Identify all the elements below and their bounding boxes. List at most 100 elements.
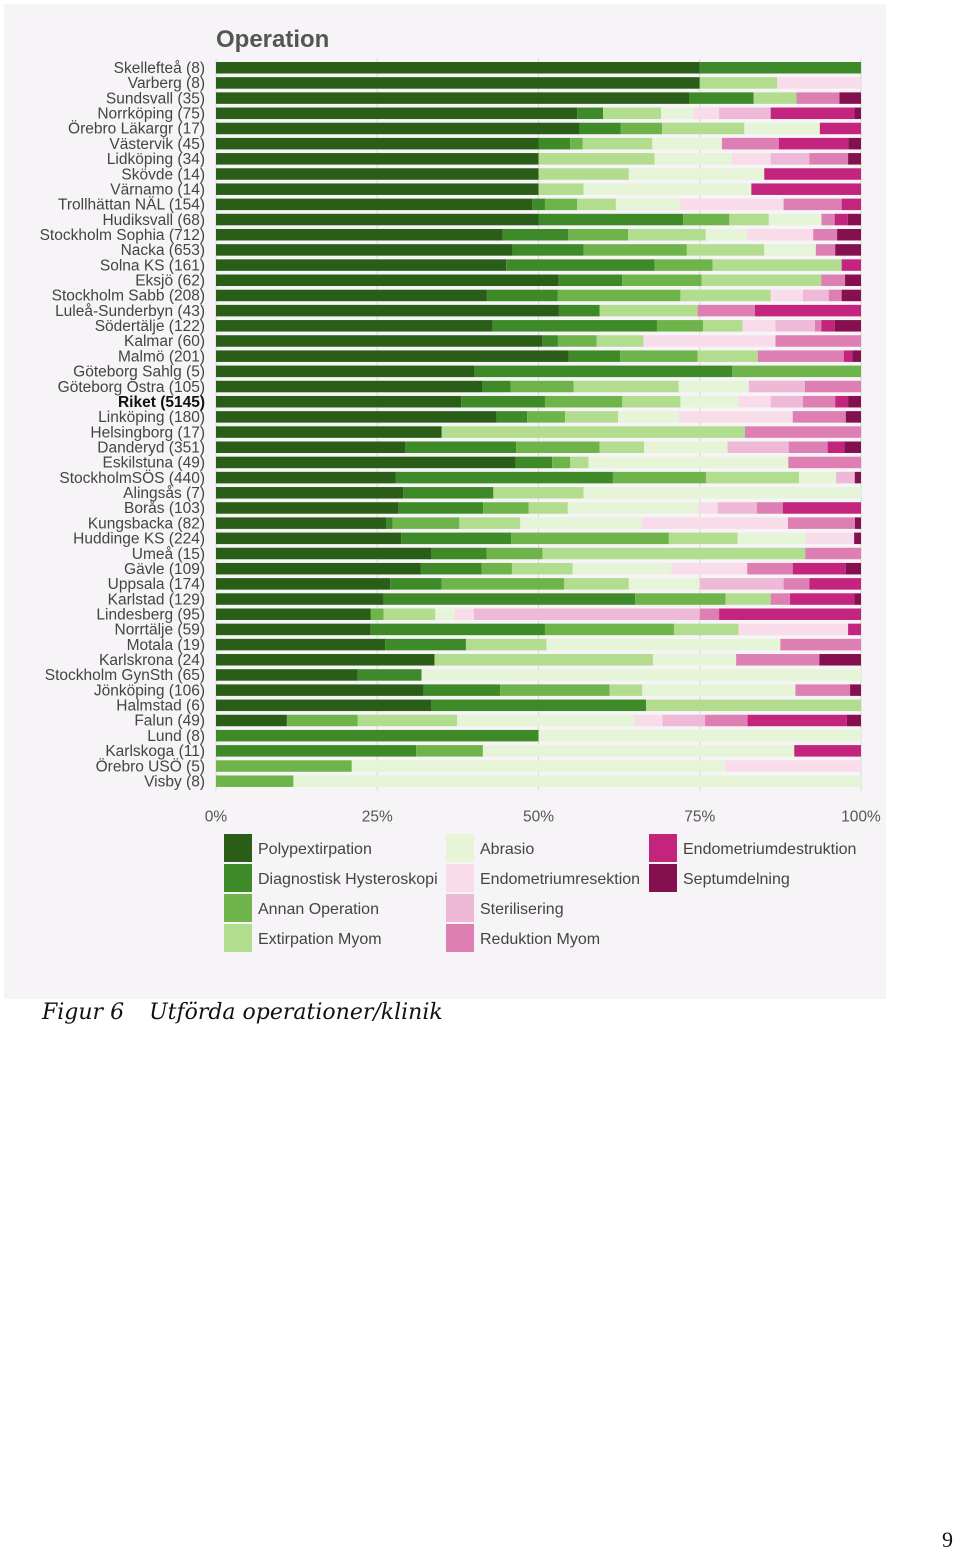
bar-segment bbox=[293, 775, 861, 787]
bar-segment bbox=[416, 745, 483, 757]
bar-segment bbox=[474, 608, 700, 620]
bar-segment bbox=[557, 289, 681, 302]
bar-segment bbox=[370, 608, 384, 620]
bar-segment bbox=[216, 335, 543, 347]
bar-segment bbox=[814, 320, 822, 332]
bar-segment bbox=[662, 122, 745, 135]
bar-segment bbox=[699, 62, 861, 74]
page-number: 9 bbox=[942, 1527, 953, 1552]
bar-segment bbox=[848, 137, 861, 150]
bar-segment bbox=[841, 259, 861, 271]
bar-segment bbox=[654, 153, 732, 165]
bar-segment bbox=[729, 213, 769, 226]
figure-caption: Figur 6 Utförda operationer/klinik bbox=[42, 1000, 443, 1025]
bar-segment bbox=[599, 441, 645, 453]
legend-label: Diagnostisk Hysteroskopi bbox=[258, 871, 438, 888]
caption-text: Utförda operationer/klinik bbox=[149, 1000, 443, 1025]
bar-segment bbox=[848, 623, 861, 636]
bar-segment bbox=[216, 487, 404, 499]
bar-segment bbox=[680, 198, 784, 211]
bar-segment bbox=[809, 153, 849, 165]
bar-segment bbox=[854, 471, 861, 484]
bar-segment bbox=[577, 198, 616, 211]
legend-label: Extirpation Myom bbox=[258, 931, 382, 948]
category-label: Halmstad (6) bbox=[116, 698, 205, 715]
bar-segment bbox=[802, 289, 829, 302]
bar-segment bbox=[622, 395, 681, 408]
bar-segment bbox=[790, 593, 855, 605]
category-label: Örebro USÖ (5) bbox=[96, 757, 205, 775]
bar-segment bbox=[216, 502, 399, 514]
bar-segment bbox=[787, 517, 855, 529]
bar-segment bbox=[570, 137, 583, 150]
category-label: Malmö (201) bbox=[118, 348, 205, 365]
bar-segment bbox=[854, 532, 861, 545]
category-label: Helsingborg (17) bbox=[90, 424, 205, 441]
bar-segment bbox=[441, 578, 565, 590]
bar-segment bbox=[216, 471, 396, 484]
bar-segment bbox=[819, 654, 861, 666]
bar-segment bbox=[644, 441, 728, 453]
bar-segment bbox=[216, 623, 371, 636]
bar-segment bbox=[216, 304, 559, 317]
bar-segment bbox=[588, 456, 789, 469]
bar-segment bbox=[538, 153, 655, 165]
legend-swatch bbox=[446, 894, 474, 922]
bar-segment bbox=[780, 638, 862, 651]
bar-segment bbox=[635, 593, 726, 605]
legend-swatch bbox=[446, 834, 474, 862]
bar-segment bbox=[565, 411, 619, 423]
bar-segment bbox=[848, 395, 861, 408]
category-label: Norrtälje (59) bbox=[115, 622, 205, 639]
bar-segment bbox=[725, 760, 861, 772]
bar-segment bbox=[405, 441, 517, 453]
bar-segment bbox=[573, 380, 679, 393]
bar-segment bbox=[646, 699, 861, 712]
stacked-bar-chart: Operation Skellefteå (8)Varberg (8)Sunds… bbox=[40, 26, 881, 952]
bar-segment bbox=[515, 456, 553, 469]
bar-segment bbox=[841, 289, 861, 302]
bar-segment bbox=[538, 213, 684, 226]
bar-segment bbox=[747, 228, 814, 241]
bar-segment bbox=[216, 578, 391, 590]
bar-segment bbox=[570, 456, 589, 469]
bar-segment bbox=[500, 684, 610, 696]
legend-swatch bbox=[446, 864, 474, 892]
bar-segment bbox=[486, 289, 558, 302]
category-label: Karlskoga (11) bbox=[105, 743, 205, 760]
bar-segment bbox=[544, 623, 674, 636]
bar-segment bbox=[216, 350, 569, 362]
bar-segment bbox=[641, 517, 788, 529]
bar-segment bbox=[737, 532, 807, 545]
bar-segment bbox=[845, 562, 861, 575]
bar-segment bbox=[216, 547, 431, 560]
bar-segment bbox=[742, 320, 776, 332]
grid-lines bbox=[215, 59, 862, 791]
bar-segment bbox=[783, 578, 810, 590]
bar-segment bbox=[435, 608, 455, 620]
bar-segment bbox=[615, 198, 681, 211]
category-label: Örebro Läkargr (17) bbox=[68, 120, 205, 138]
legend-label: Abrasio bbox=[480, 841, 534, 858]
legend-swatch bbox=[224, 864, 252, 892]
bar-segment bbox=[216, 137, 539, 150]
bar-segment bbox=[351, 760, 726, 772]
category-label: Lindesberg (95) bbox=[96, 606, 205, 623]
bar-segment bbox=[792, 411, 846, 423]
bar-segment bbox=[216, 92, 689, 104]
bar-segment bbox=[850, 684, 861, 696]
legend-swatch bbox=[446, 924, 474, 952]
bar-segment bbox=[538, 137, 571, 150]
bar-segment bbox=[567, 502, 699, 514]
bar-segment bbox=[216, 411, 497, 423]
bar-segment bbox=[216, 608, 371, 620]
bar-segment bbox=[216, 122, 580, 135]
category-label: Luleå-Sunderbyn (43) bbox=[55, 303, 205, 320]
bar-segment bbox=[216, 669, 358, 681]
bar-segment bbox=[538, 183, 584, 195]
bar-segment bbox=[216, 456, 516, 469]
category-label: Skövde (14) bbox=[121, 166, 205, 183]
category-label: Umeå (15) bbox=[132, 546, 205, 563]
bar-segment bbox=[680, 395, 739, 408]
bar-segment bbox=[216, 168, 539, 180]
